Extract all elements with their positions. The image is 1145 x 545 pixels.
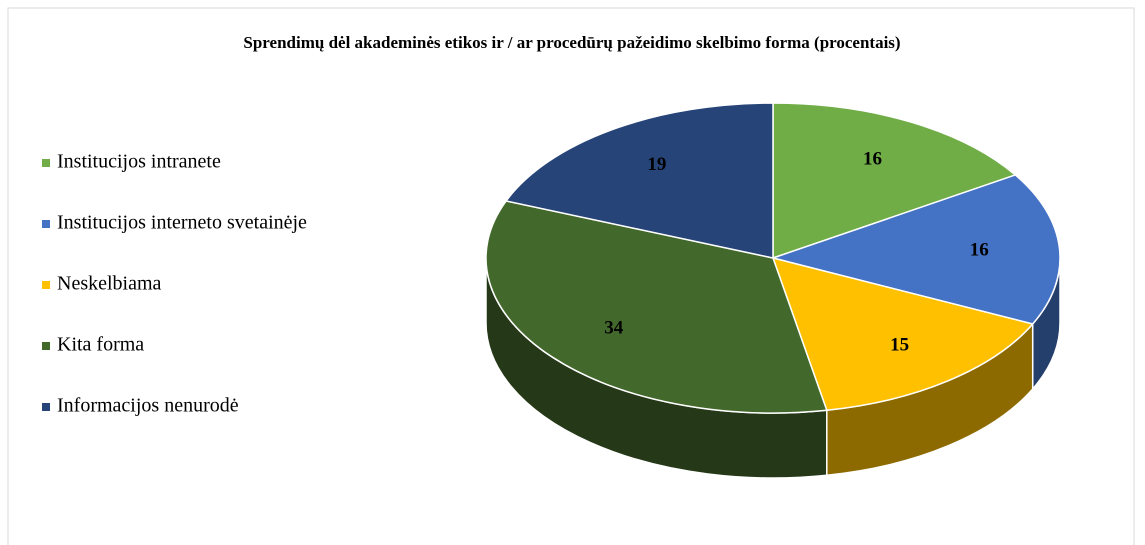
data-label: 34 bbox=[604, 317, 624, 338]
legend-label: Institucijos interneto svetainėje bbox=[57, 212, 307, 234]
legend-marker bbox=[42, 403, 50, 411]
slice bbox=[504, 102, 774, 259]
legend-marker bbox=[42, 342, 50, 350]
slice bbox=[771, 256, 1035, 412]
legend-marker bbox=[42, 281, 50, 289]
slice bbox=[770, 174, 1061, 325]
data-label: 19 bbox=[647, 154, 666, 175]
legend-marker bbox=[42, 220, 50, 228]
chart-title: Sprendimų dėl akademinės etikos ir / ar … bbox=[243, 33, 901, 52]
slice bbox=[772, 102, 1017, 260]
legend-label: Kita forma bbox=[57, 334, 144, 356]
slice bbox=[485, 200, 828, 414]
legend-marker bbox=[42, 159, 50, 167]
legend-label: Institucijos intranete bbox=[57, 151, 221, 173]
data-label: 16 bbox=[863, 149, 882, 170]
legend-label: Informacijos nenurodė bbox=[57, 395, 239, 417]
data-label: 15 bbox=[890, 335, 909, 356]
legend-label: Neskelbiama bbox=[57, 273, 162, 295]
data-label: 16 bbox=[970, 239, 989, 260]
